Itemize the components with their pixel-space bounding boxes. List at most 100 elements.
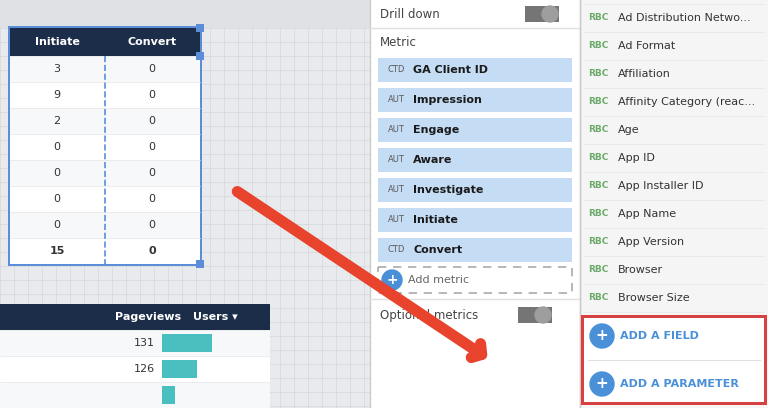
Text: App Name: App Name	[618, 209, 676, 219]
Text: 0: 0	[148, 90, 155, 100]
Bar	[196, 24, 204, 32]
Text: AUT: AUT	[388, 186, 405, 195]
Bar	[518, 307, 552, 323]
Text: RBC: RBC	[588, 293, 608, 302]
Circle shape	[382, 270, 402, 290]
Bar	[196, 260, 204, 268]
Bar	[10, 238, 200, 264]
Bar	[0, 330, 270, 356]
Circle shape	[535, 307, 551, 323]
Text: RBC: RBC	[588, 153, 608, 162]
Text: 0: 0	[54, 142, 61, 152]
Bar	[10, 56, 200, 82]
Text: Drill down: Drill down	[380, 7, 440, 20]
Text: Aware: Aware	[413, 155, 452, 165]
Text: RBC: RBC	[588, 13, 608, 22]
Bar	[10, 28, 200, 264]
Text: RBC: RBC	[588, 98, 608, 106]
Bar	[378, 238, 572, 262]
Bar	[0, 304, 270, 408]
Bar	[196, 52, 204, 60]
Text: 0: 0	[148, 64, 155, 74]
Bar	[0, 382, 270, 408]
Bar	[10, 108, 200, 134]
Text: Initiate: Initiate	[35, 37, 79, 47]
Bar	[10, 82, 200, 108]
Text: 15: 15	[49, 246, 65, 256]
Circle shape	[590, 372, 614, 396]
Text: RBC: RBC	[588, 266, 608, 275]
Text: CTD: CTD	[387, 66, 405, 75]
Bar	[10, 160, 200, 186]
Text: 0: 0	[148, 246, 156, 256]
Text: Campaign: Campaign	[618, 349, 675, 359]
Bar	[162, 334, 212, 352]
Bar	[378, 58, 572, 82]
Text: 0: 0	[148, 220, 155, 230]
Circle shape	[590, 324, 614, 348]
Text: RBC: RBC	[588, 237, 608, 246]
Bar	[8, 26, 202, 266]
Bar	[0, 356, 270, 382]
Bar	[378, 267, 572, 293]
Text: AUT: AUT	[388, 155, 405, 164]
Text: 0: 0	[54, 220, 61, 230]
Bar	[580, 0, 768, 408]
Text: RBC: RBC	[588, 322, 608, 330]
Text: AUT: AUT	[388, 215, 405, 224]
Text: +: +	[596, 328, 608, 344]
Bar	[378, 208, 572, 232]
Text: RBC: RBC	[588, 42, 608, 51]
Text: RBC: RBC	[588, 69, 608, 78]
Text: Ad Format: Ad Format	[618, 41, 675, 51]
Text: AUT: AUT	[388, 95, 405, 104]
Text: 0: 0	[54, 194, 61, 204]
Bar	[0, 0, 370, 28]
Bar	[584, 318, 764, 402]
Text: Affinity Category (reac...: Affinity Category (reac...	[618, 97, 755, 107]
Text: App ID: App ID	[618, 153, 655, 163]
Text: Affiliation: Affiliation	[618, 69, 671, 79]
Text: 0: 0	[148, 194, 155, 204]
Bar	[378, 88, 572, 112]
Text: Engage: Engage	[413, 125, 459, 135]
Text: Initiate: Initiate	[413, 215, 458, 225]
Text: Browser: Browser	[618, 265, 663, 275]
Text: Add metric: Add metric	[408, 275, 469, 285]
Text: RBC: RBC	[588, 182, 608, 191]
Bar	[581, 315, 767, 405]
Text: 126: 126	[134, 364, 155, 374]
Bar	[525, 6, 559, 22]
Text: Metric: Metric	[380, 35, 417, 49]
Text: 0: 0	[148, 168, 155, 178]
Text: AUT: AUT	[388, 126, 405, 135]
Bar	[370, 0, 580, 408]
Text: Convert: Convert	[127, 37, 177, 47]
Text: CTD: CTD	[387, 246, 405, 255]
Text: Users ▾: Users ▾	[193, 312, 237, 322]
Text: +: +	[596, 377, 608, 392]
Text: 9: 9	[54, 90, 61, 100]
Text: App Installer ID: App Installer ID	[618, 181, 703, 191]
Text: +: +	[386, 273, 398, 287]
Text: Pageviews: Pageviews	[115, 312, 181, 322]
Bar	[10, 212, 200, 238]
Text: Age: Age	[618, 125, 640, 135]
Bar	[0, 0, 370, 408]
Text: App Version: App Version	[618, 237, 684, 247]
Text: 3: 3	[54, 64, 61, 74]
Text: ADD A PARAMETER: ADD A PARAMETER	[620, 379, 739, 389]
Bar	[162, 360, 197, 378]
Bar	[10, 134, 200, 160]
Text: 131: 131	[134, 338, 155, 348]
Text: RBC: RBC	[588, 209, 608, 219]
Bar	[378, 118, 572, 142]
Text: 0: 0	[54, 168, 61, 178]
Text: ADD A FIELD: ADD A FIELD	[620, 331, 699, 341]
Bar	[378, 267, 572, 293]
Text: 0: 0	[148, 142, 155, 152]
Bar	[378, 148, 572, 172]
Text: Browser Size: Browser Size	[618, 293, 690, 303]
Bar	[0, 304, 270, 330]
Text: 0: 0	[148, 116, 155, 126]
